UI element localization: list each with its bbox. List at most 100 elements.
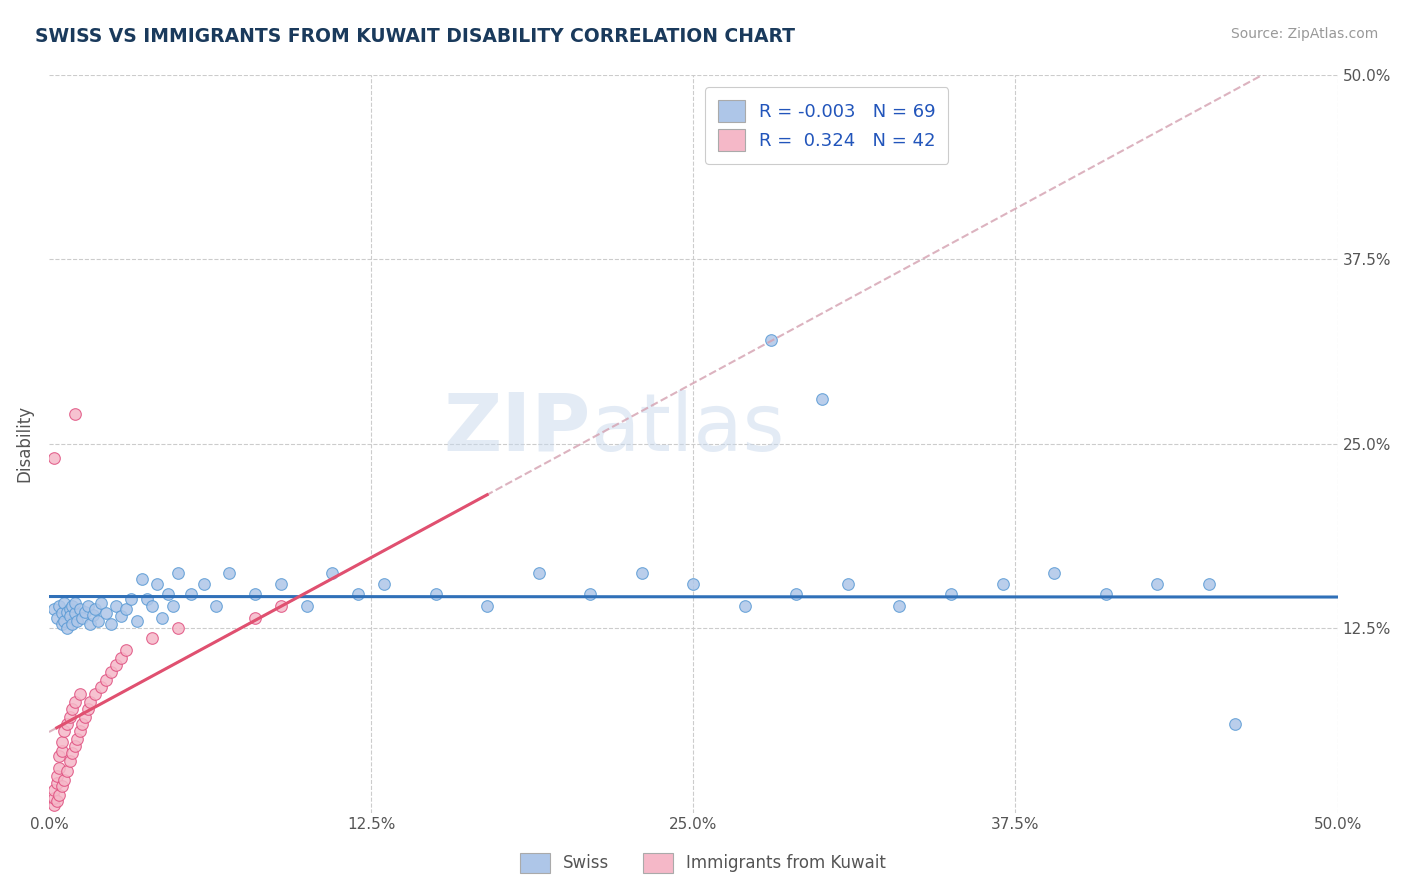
Point bbox=[104, 657, 127, 672]
Point bbox=[66, 614, 89, 628]
Point bbox=[48, 599, 70, 613]
Point bbox=[76, 599, 98, 613]
Text: SWISS VS IMMIGRANTS FROM KUWAIT DISABILITY CORRELATION CHART: SWISS VS IMMIGRANTS FROM KUWAIT DISABILI… bbox=[35, 27, 796, 45]
Point bbox=[991, 576, 1014, 591]
Point bbox=[42, 798, 65, 813]
Point bbox=[135, 591, 157, 606]
Point bbox=[1094, 587, 1116, 601]
Point bbox=[63, 607, 86, 621]
Point bbox=[58, 754, 80, 768]
Point bbox=[785, 587, 807, 601]
Point bbox=[321, 566, 343, 581]
Point bbox=[156, 587, 179, 601]
Point bbox=[120, 591, 142, 606]
Point bbox=[48, 761, 70, 775]
Point bbox=[243, 587, 266, 601]
Point bbox=[270, 599, 292, 613]
Point bbox=[60, 702, 83, 716]
Point bbox=[94, 673, 117, 687]
Point bbox=[53, 614, 76, 628]
Point bbox=[146, 576, 169, 591]
Point bbox=[205, 599, 228, 613]
Point bbox=[100, 616, 122, 631]
Point bbox=[76, 702, 98, 716]
Point bbox=[42, 790, 65, 805]
Point bbox=[104, 599, 127, 613]
Point bbox=[58, 709, 80, 723]
Point bbox=[84, 688, 107, 702]
Point bbox=[63, 596, 86, 610]
Point bbox=[82, 607, 104, 622]
Legend: Swiss, Immigrants from Kuwait: Swiss, Immigrants from Kuwait bbox=[513, 847, 893, 880]
Point bbox=[73, 605, 96, 619]
Point bbox=[270, 576, 292, 591]
Point bbox=[373, 576, 395, 591]
Point bbox=[579, 587, 602, 601]
Point bbox=[125, 614, 148, 628]
Point bbox=[162, 599, 184, 613]
Point bbox=[73, 709, 96, 723]
Point bbox=[100, 665, 122, 680]
Point bbox=[60, 747, 83, 761]
Point bbox=[630, 566, 652, 581]
Point bbox=[939, 587, 962, 601]
Point bbox=[84, 602, 107, 616]
Point bbox=[150, 610, 173, 624]
Point bbox=[1146, 576, 1168, 591]
Point bbox=[51, 779, 73, 793]
Point bbox=[56, 764, 79, 779]
Point bbox=[889, 599, 911, 613]
Point bbox=[58, 609, 80, 624]
Point bbox=[475, 599, 498, 613]
Point bbox=[42, 602, 65, 616]
Point bbox=[79, 695, 101, 709]
Point bbox=[94, 607, 117, 621]
Point bbox=[51, 734, 73, 748]
Point bbox=[53, 596, 76, 610]
Point bbox=[218, 566, 240, 581]
Point bbox=[1198, 576, 1220, 591]
Point bbox=[69, 602, 91, 616]
Point bbox=[682, 576, 704, 591]
Point bbox=[63, 695, 86, 709]
Text: ZIP: ZIP bbox=[443, 390, 591, 467]
Point bbox=[48, 788, 70, 802]
Point bbox=[45, 610, 67, 624]
Point bbox=[48, 749, 70, 764]
Point bbox=[45, 794, 67, 808]
Point bbox=[811, 392, 834, 407]
Point bbox=[110, 609, 132, 624]
Legend: R = -0.003   N = 69, R =  0.324   N = 42: R = -0.003 N = 69, R = 0.324 N = 42 bbox=[704, 87, 949, 164]
Point bbox=[60, 599, 83, 613]
Y-axis label: Disability: Disability bbox=[15, 405, 32, 482]
Point bbox=[180, 587, 202, 601]
Point bbox=[72, 610, 94, 624]
Point bbox=[89, 680, 111, 694]
Point bbox=[734, 599, 756, 613]
Point bbox=[115, 602, 138, 616]
Point bbox=[42, 783, 65, 797]
Point bbox=[425, 587, 447, 601]
Text: atlas: atlas bbox=[591, 390, 785, 467]
Point bbox=[53, 724, 76, 739]
Point bbox=[1043, 566, 1066, 581]
Point bbox=[837, 576, 859, 591]
Point bbox=[51, 616, 73, 631]
Point bbox=[527, 566, 550, 581]
Point bbox=[141, 632, 163, 646]
Text: Source: ZipAtlas.com: Source: ZipAtlas.com bbox=[1230, 27, 1378, 41]
Point bbox=[45, 776, 67, 790]
Point bbox=[45, 769, 67, 783]
Point bbox=[51, 607, 73, 621]
Point bbox=[243, 610, 266, 624]
Point bbox=[72, 717, 94, 731]
Point bbox=[63, 407, 86, 421]
Point bbox=[79, 616, 101, 631]
Point bbox=[56, 621, 79, 635]
Point bbox=[166, 566, 188, 581]
Point bbox=[193, 576, 215, 591]
Point bbox=[1223, 717, 1246, 731]
Point bbox=[56, 717, 79, 731]
Point bbox=[89, 596, 111, 610]
Point bbox=[347, 587, 370, 601]
